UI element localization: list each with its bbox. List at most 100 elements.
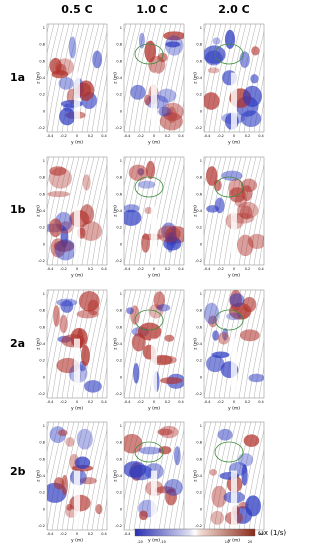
y-tick-label: 1: [43, 26, 45, 30]
streamline: [124, 24, 142, 103]
y-tick-label: 1: [43, 292, 45, 296]
y-tick-label: -0.2: [195, 259, 202, 263]
streamline: [258, 233, 264, 265]
vortex-blob: [210, 510, 225, 525]
x-tick-label: -0.4: [124, 532, 132, 536]
contour: [214, 176, 244, 198]
y-tick-label: 0.6: [39, 192, 45, 196]
y-tick-label: 0.8: [39, 43, 45, 47]
y-tick-label: 0.6: [39, 457, 45, 461]
streamline: [274, 24, 294, 132]
y-axis-label: z (m): [113, 338, 119, 350]
x-tick-label: 0: [233, 400, 235, 404]
vortex-blob: [248, 373, 264, 383]
panel: [124, 422, 184, 530]
panel: [47, 290, 107, 398]
x-tick-label: 0: [76, 134, 78, 138]
x-tick-label: 0.4: [101, 532, 107, 536]
x-tick-label: 0.4: [178, 267, 184, 271]
vortex-blob: [56, 298, 78, 307]
x-tick-label: -0.4: [204, 134, 212, 138]
vortex-blob: [76, 428, 93, 450]
y-tick-label: 0: [200, 109, 202, 113]
vortex-blob: [251, 46, 260, 56]
vortex-blob: [124, 209, 142, 226]
streamline: [158, 157, 182, 265]
x-tick-label: 0.4: [178, 400, 184, 404]
streamline: [263, 263, 264, 265]
x-tick-label: -0.4: [204, 267, 212, 271]
y-tick-label: -0.2: [115, 259, 122, 263]
y-axis-label: z (m): [113, 72, 119, 84]
y-tick-label: 0.2: [196, 226, 202, 230]
streamline: [284, 422, 294, 530]
vortex-blob: [237, 234, 254, 257]
x-tick-label: -0.2: [60, 532, 67, 536]
streamline: [158, 290, 182, 398]
streamline: [289, 24, 294, 132]
streamline: [86, 429, 107, 530]
panel-frame: [46, 289, 108, 399]
vortex-blob: [217, 428, 233, 441]
streamline: [56, 24, 80, 132]
streamline: [47, 24, 55, 54]
y-axis-label: z (m): [193, 72, 199, 84]
x-axis-label: y (m): [71, 538, 83, 544]
vortex-blob: [78, 290, 100, 312]
vortex-blob: [245, 495, 261, 517]
y-tick-label: -0.2: [38, 392, 45, 396]
vortex-blob: [204, 45, 226, 64]
vortex-blob: [76, 309, 99, 319]
y-tick-label: 0.8: [116, 441, 122, 445]
x-tick-label: -0.2: [137, 267, 144, 271]
streamline: [204, 24, 222, 103]
vortex-blob: [156, 304, 171, 312]
y-tick-label: 1: [43, 424, 45, 428]
streamline: [47, 290, 65, 369]
y-tick-label: 0.8: [196, 309, 202, 313]
y-tick-label: 0.2: [116, 93, 122, 97]
x-tick-label: -0.4: [124, 134, 132, 138]
vortex-blob: [153, 291, 166, 310]
streamline: [289, 290, 294, 398]
vortex-blob: [144, 94, 151, 106]
colorbar-tick-label: -20: [137, 540, 143, 544]
vortex-blob: [59, 314, 68, 334]
row-label: 1b: [10, 203, 26, 216]
vortex-blob: [144, 206, 153, 215]
vortex-blob: [157, 428, 173, 436]
x-tick-label: 0.2: [88, 267, 94, 271]
vortex-blob: [247, 233, 264, 249]
y-tick-label: 0: [200, 242, 202, 246]
vortex-blob: [222, 328, 229, 341]
streamline: [124, 290, 142, 369]
streamline: [263, 130, 264, 132]
x-tick-label: -0.2: [60, 267, 67, 271]
streamline: [228, 157, 252, 265]
column-header: 1.0 C: [136, 3, 167, 16]
streamline: [163, 429, 184, 530]
streamline: [253, 472, 264, 530]
y-tick-label: 0.4: [196, 76, 202, 80]
panel: [47, 422, 107, 530]
streamline: [124, 422, 137, 475]
vortex-blob: [131, 333, 146, 352]
streamline: [124, 290, 132, 320]
vortex-blob: [59, 221, 73, 234]
panel-frame: [123, 289, 185, 399]
x-tick-label: 0: [233, 267, 235, 271]
y-tick-label: 0.4: [116, 342, 122, 346]
y-tick-label: 1: [120, 159, 122, 163]
y-tick-label: 0: [43, 109, 45, 113]
y-tick-label: 0.2: [196, 93, 202, 97]
y-tick-label: 0: [43, 242, 45, 246]
vortex-blob: [82, 174, 91, 191]
streamline: [96, 472, 107, 530]
streamline: [204, 24, 227, 132]
streamline: [47, 422, 55, 452]
vortex-blob: [224, 29, 236, 49]
streamline: [138, 24, 162, 132]
y-tick-label: 1: [200, 159, 202, 163]
panel: [204, 422, 294, 530]
